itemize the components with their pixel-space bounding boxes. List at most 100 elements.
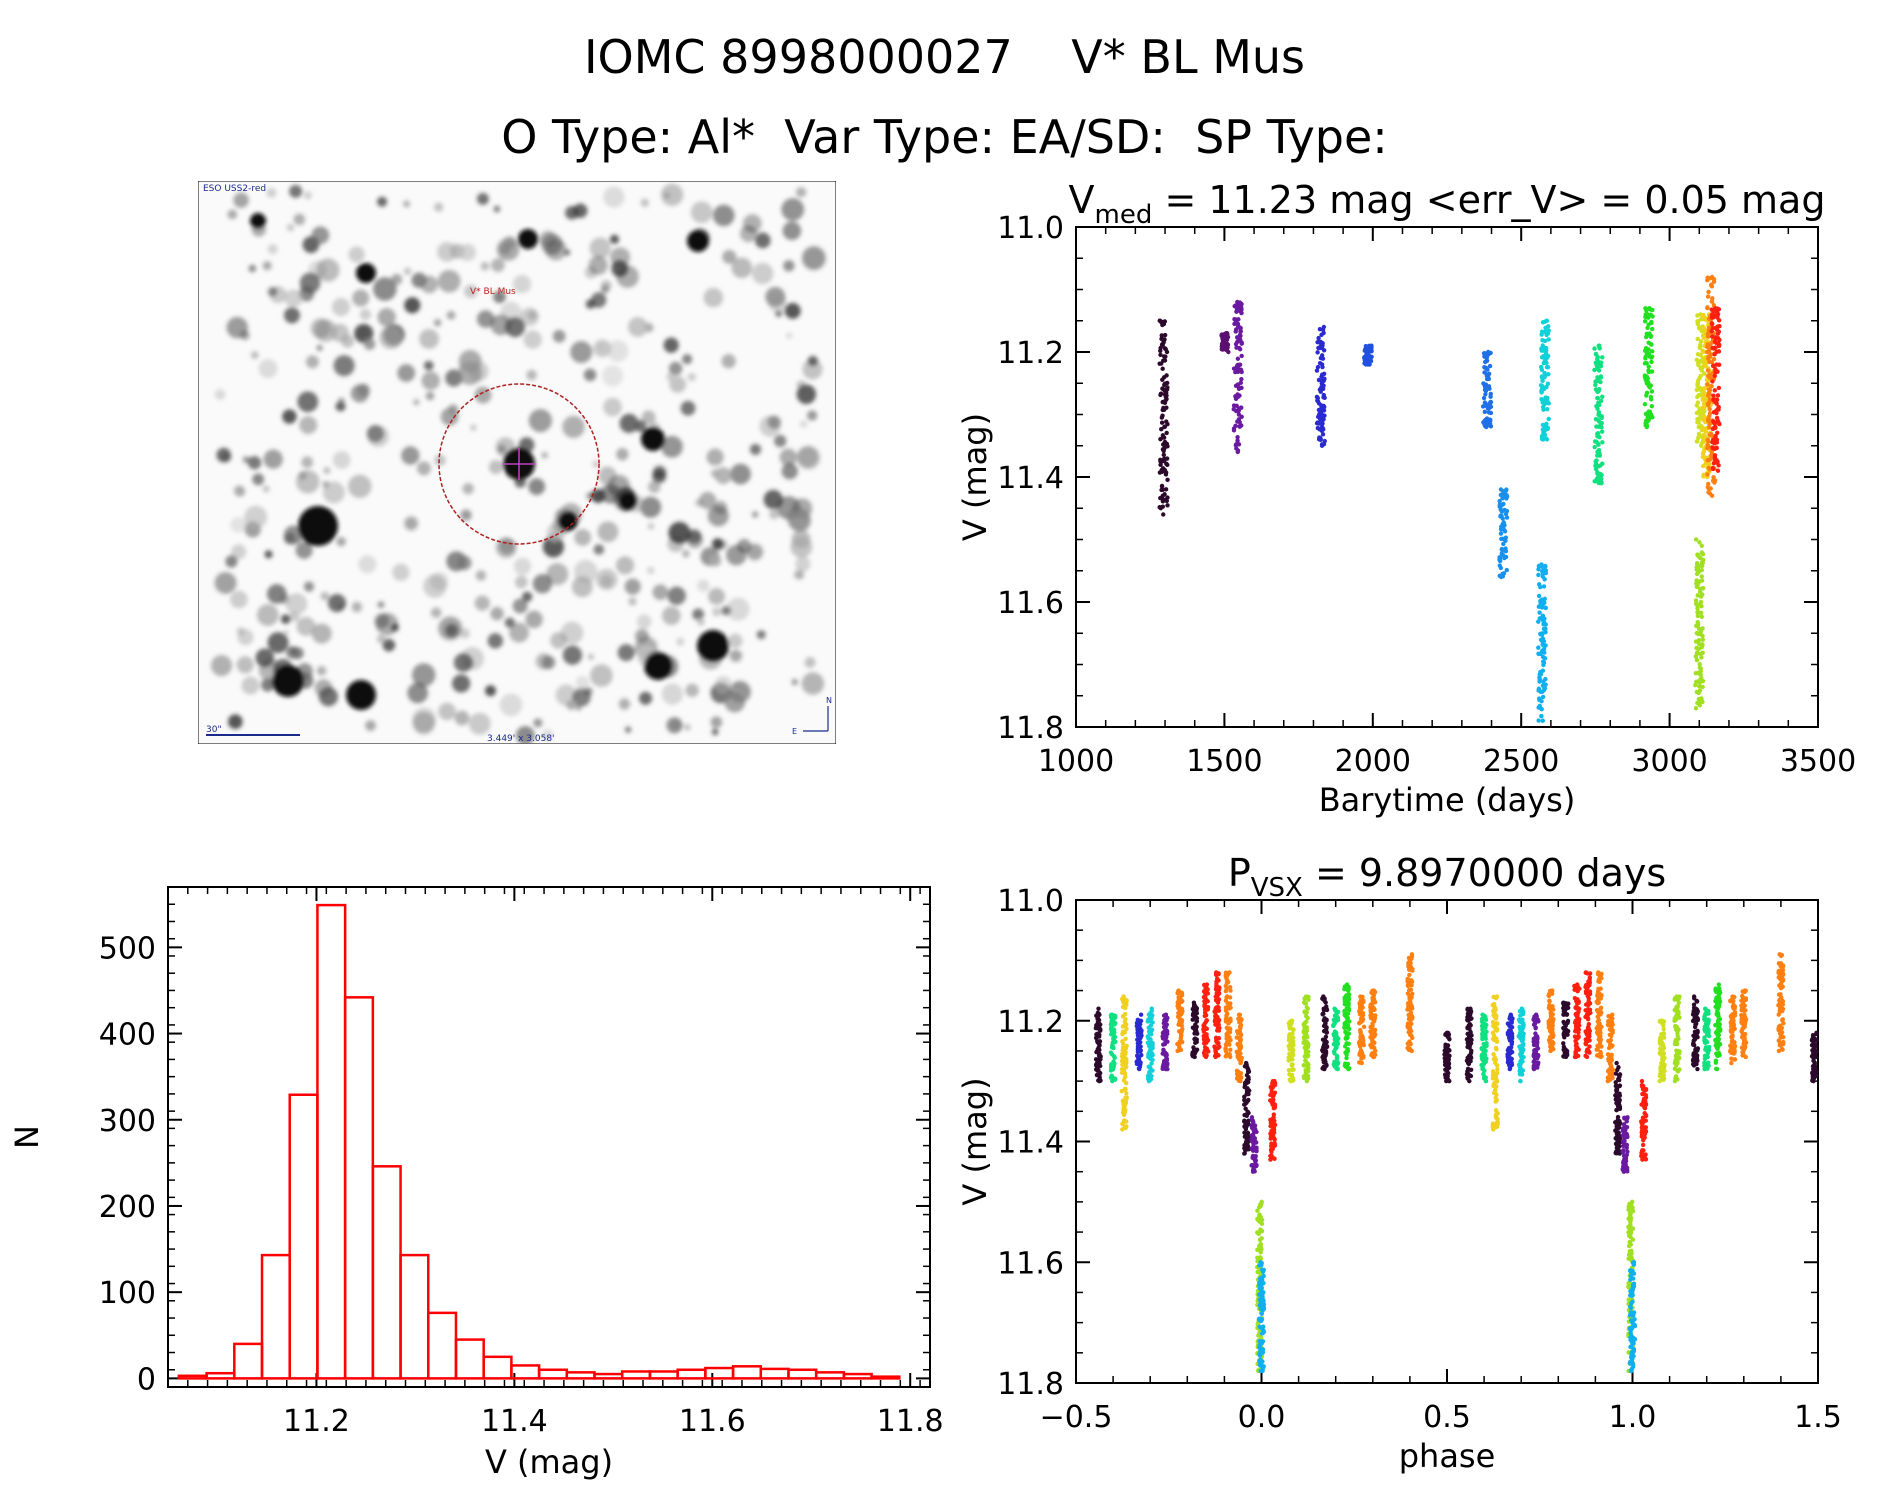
phased_curve-point: [1598, 1054, 1603, 1060]
field-star: [751, 511, 759, 518]
light_curve-point: [1542, 432, 1548, 437]
light_curve-point: [1712, 388, 1718, 393]
bright-star: [518, 229, 538, 249]
light_curve-point: [1642, 319, 1648, 324]
phased_curve-point: [1224, 974, 1229, 979]
light_curve-point: [1697, 688, 1703, 693]
light_curve-point: [1487, 421, 1493, 426]
light_curve-point: [1595, 366, 1600, 371]
phased_curve-point: [1371, 1045, 1377, 1050]
field-star: [452, 674, 471, 693]
light_curve-point: [1643, 345, 1649, 351]
field-star: [255, 648, 275, 668]
light_curve-point: [1483, 388, 1489, 394]
light_curve-point: [1649, 369, 1655, 374]
bright-star: [298, 506, 338, 546]
light_curve-point: [1238, 325, 1243, 331]
field-star: [316, 344, 323, 352]
light_curve-point: [1317, 387, 1323, 392]
field-star: [493, 290, 506, 304]
phased_curve-point: [1226, 1021, 1231, 1026]
light_curve-point: [1160, 499, 1166, 504]
phased_curve-point: [1270, 1079, 1276, 1084]
phased_curve-point: [1120, 1121, 1125, 1127]
phased_curve-point: [1287, 1055, 1293, 1061]
field-star: [781, 463, 798, 480]
light_curve-point: [1537, 610, 1542, 615]
light_curve-point: [1537, 703, 1543, 709]
light_curve-point: [1225, 342, 1231, 348]
field-star: [790, 535, 813, 558]
light_curve-point: [1367, 362, 1372, 367]
light_curve-point: [1502, 555, 1507, 561]
light_curve-point: [1315, 414, 1321, 420]
field-star: [669, 376, 687, 393]
phased_curve-ytick-label: 11.0: [997, 884, 1064, 919]
phased-curve-plot: −0.5 0.0 0.5 1.0 1.511.011.211.411.611.8phas…: [956, 851, 1842, 1475]
light_curve-point: [1707, 359, 1712, 365]
light_curve-point: [1165, 477, 1170, 482]
histogram-bar: [731, 1365, 763, 1380]
field-star: [263, 449, 283, 469]
phased_curve-point: [1346, 996, 1352, 1002]
phased_curve-point: [1360, 999, 1365, 1004]
phased_curve-point: [1493, 1099, 1498, 1104]
light_curve-point: [1543, 605, 1548, 611]
light_curve-point: [1235, 438, 1240, 443]
field-star: [348, 246, 365, 263]
light_curve-ytick-label: 11.8: [997, 711, 1064, 746]
field-star: [683, 723, 691, 731]
field-star: [624, 578, 641, 595]
phased_curve-point: [1493, 1045, 1499, 1051]
phased_curve-point: [1506, 1057, 1511, 1062]
histogram-bar: [288, 1093, 319, 1380]
field-star: [488, 460, 503, 475]
field-star: [528, 408, 553, 433]
phased_curve-point: [1410, 966, 1415, 972]
phased_curve-point: [1406, 962, 1411, 967]
phased_curve-point: [1549, 1016, 1554, 1021]
field-star: [282, 409, 297, 424]
phased_curve-point: [1359, 1060, 1364, 1066]
phased_curve-point: [1134, 1023, 1140, 1029]
light_curve-point: [1710, 379, 1715, 384]
light_curve-point: [1481, 381, 1486, 386]
field-star: [802, 246, 826, 270]
phased_curve-point: [1259, 1260, 1264, 1266]
light_curve-point: [1544, 365, 1550, 370]
light_curve-point: [1538, 598, 1543, 604]
phased_curve-point: [1124, 1124, 1129, 1129]
light_curve-point: [1708, 352, 1714, 357]
phased_curve-point: [1269, 1098, 1275, 1103]
field-star: [756, 630, 766, 640]
light_curve-point: [1233, 327, 1239, 332]
field-star: [697, 618, 705, 626]
light_curve-point: [1701, 472, 1706, 478]
light_curve-point: [1162, 332, 1168, 338]
light_curve-point: [1543, 384, 1549, 390]
phased_curve-point: [1334, 1010, 1340, 1016]
light_curve-point: [1237, 362, 1242, 368]
field-star: [525, 610, 543, 629]
phased_curve-point: [1532, 1056, 1538, 1062]
light_curve-point: [1162, 467, 1168, 473]
phased_curve-point: [1506, 1029, 1512, 1034]
phased_curve-point: [1324, 1044, 1330, 1050]
light_curve-point: [1537, 697, 1542, 703]
phased_curve-point: [1216, 978, 1221, 983]
fov-label: 3.449' x 3.058': [487, 734, 555, 744]
histogram-bar: [593, 1372, 624, 1380]
phased_curve-point: [1179, 1018, 1185, 1023]
light_curve-point: [1716, 420, 1721, 426]
light_curve-point: [1705, 382, 1710, 387]
field-star: [585, 299, 596, 309]
light_curve-point: [1708, 456, 1713, 462]
light_curve-point: [1536, 572, 1541, 578]
light_curve-point: [1234, 408, 1239, 414]
field-star: [348, 474, 372, 499]
field-star: [515, 726, 535, 745]
light_curve-point: [1539, 346, 1545, 351]
light_curve-point: [1593, 351, 1599, 357]
light_curve-point: [1503, 511, 1509, 517]
